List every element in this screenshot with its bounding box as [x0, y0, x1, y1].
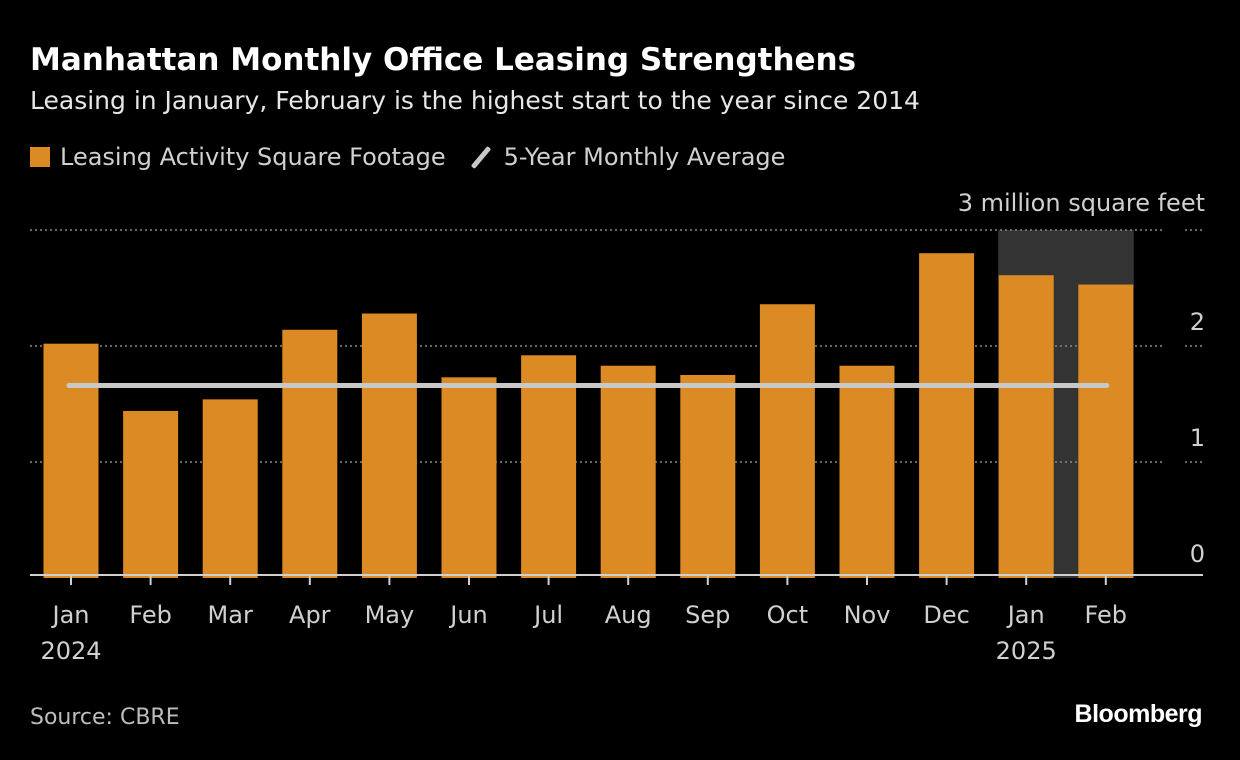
x-tick-label: Feb — [129, 601, 172, 629]
x-tick-label: Nov — [844, 601, 891, 629]
source-note: Source: CBRE — [30, 705, 180, 730]
x-tick-label: Jul — [532, 601, 563, 629]
bar — [680, 375, 736, 578]
bar — [998, 275, 1054, 578]
x-tick-label: Jan — [51, 601, 90, 629]
bar — [839, 365, 895, 578]
x-tick-label: Apr — [289, 601, 331, 629]
bloomberg-logo: Bloomberg — [1074, 700, 1203, 728]
legend-label-leasing: Leasing Activity Square Footage — [60, 143, 446, 171]
bar — [521, 355, 577, 578]
legend-label-average: 5-Year Monthly Average — [503, 143, 786, 171]
bar — [919, 253, 975, 578]
y-axis-unit-label: 3 million square feet — [958, 189, 1205, 217]
y-tick-label: 0 — [1190, 540, 1205, 568]
bar — [123, 410, 179, 578]
bar — [600, 365, 656, 578]
x-tick-label: 2025 — [996, 637, 1057, 665]
legend: Leasing Activity Square Footage 5-Year M… — [30, 143, 785, 171]
x-tick-label: Sep — [685, 601, 730, 629]
x-tick-label: Dec — [923, 601, 969, 629]
chart-subtitle: Leasing in January, February is the high… — [30, 86, 920, 115]
bar — [1078, 284, 1134, 578]
x-tick-label: Oct — [767, 601, 809, 629]
x-tick-label: Mar — [208, 601, 253, 629]
x-tick-label: Feb — [1085, 601, 1128, 629]
x-tick-label: 2024 — [40, 637, 101, 665]
x-tick-label: May — [365, 601, 415, 629]
y-tick-label: 2 — [1190, 308, 1205, 336]
bar — [759, 304, 815, 578]
bar — [43, 343, 99, 578]
bar — [202, 399, 258, 578]
bar — [361, 313, 417, 578]
bar — [282, 329, 338, 578]
legend-bar-swatch — [30, 147, 50, 167]
x-tick-label: Jan — [1006, 601, 1045, 629]
y-tick-label: 1 — [1190, 424, 1205, 452]
x-tick-label: Jun — [448, 601, 488, 629]
chart-title: Manhattan Monthly Office Leasing Strengt… — [30, 42, 857, 78]
x-tick-label: Aug — [605, 601, 652, 629]
bar — [441, 377, 497, 578]
